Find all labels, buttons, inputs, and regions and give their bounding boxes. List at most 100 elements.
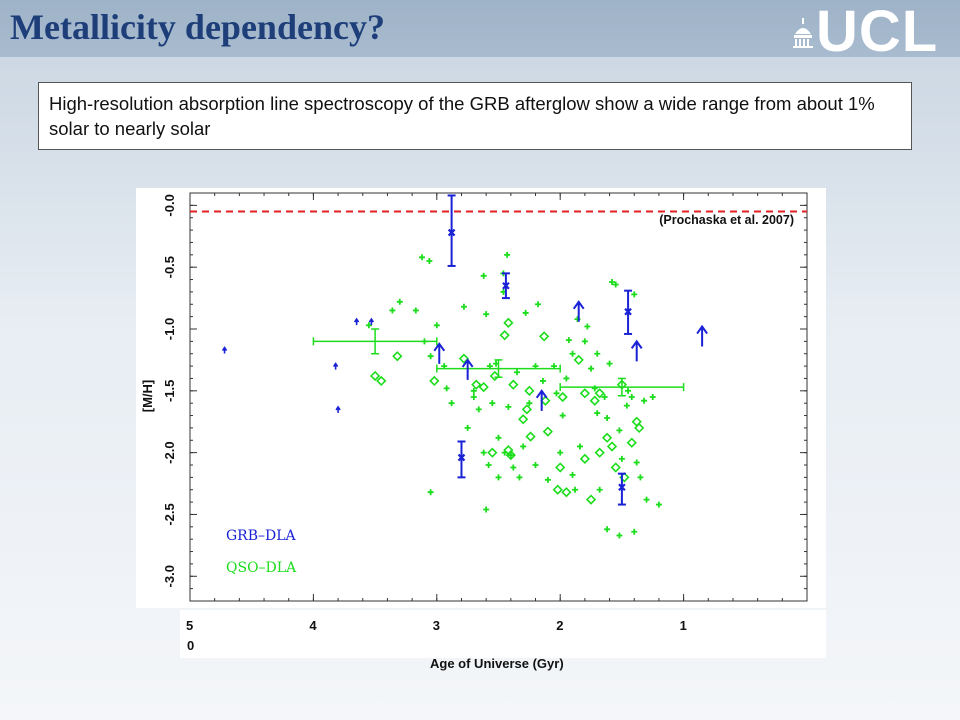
y-axis-label: [M/H] bbox=[140, 380, 155, 413]
grb-dla-point bbox=[624, 307, 632, 316]
qso-dla-point bbox=[576, 443, 583, 450]
y-tick-label: -2.0 bbox=[162, 441, 177, 463]
qso-dla-point bbox=[604, 526, 611, 533]
qso-dla-point bbox=[569, 471, 576, 478]
qso-dla-point bbox=[526, 400, 533, 407]
qso-dla-diamond bbox=[524, 385, 535, 396]
qso-dla-point bbox=[551, 363, 558, 370]
y-tick-label: -1.5 bbox=[162, 380, 177, 402]
qso-dla-point bbox=[493, 360, 500, 367]
qso-dla-point bbox=[557, 449, 564, 456]
qso-dla-point bbox=[483, 311, 490, 318]
grb-dla-lower-limit-arrow bbox=[335, 405, 341, 413]
citation-annotation: (Prochaska et al. 2007) bbox=[659, 213, 794, 227]
grb-dla-point bbox=[618, 483, 626, 492]
qso-dla-diamond bbox=[489, 370, 500, 382]
qso-dla-point bbox=[643, 496, 650, 503]
grb-dla-lower-limit-arrow bbox=[332, 362, 339, 370]
qso-dla-point bbox=[495, 474, 502, 481]
qso-dla-point bbox=[460, 303, 467, 310]
qso-dla-point bbox=[596, 486, 603, 493]
qso-dla-point bbox=[609, 279, 616, 286]
qso-dla-point bbox=[522, 309, 529, 316]
x-tick-sublabel: 0 bbox=[187, 638, 195, 653]
qso-dla-diamond bbox=[552, 484, 563, 495]
qso-dla-point bbox=[534, 301, 541, 308]
qso-dla-point bbox=[637, 474, 644, 481]
qso-dla-diamond bbox=[369, 370, 381, 382]
x-tick-label: 2 bbox=[556, 618, 564, 633]
logo-text: UCL bbox=[816, 0, 939, 64]
qso-dla-point bbox=[612, 281, 619, 288]
qso-dla-diamond bbox=[626, 437, 637, 448]
qso-dla-point bbox=[539, 377, 546, 384]
qso-dla-point bbox=[365, 322, 372, 329]
x-tick-label: 1 bbox=[679, 618, 687, 633]
qso-dla-point bbox=[616, 427, 623, 434]
qso-dla-point bbox=[588, 365, 595, 372]
grb-dla-point bbox=[457, 453, 466, 462]
qso-dla-point bbox=[618, 455, 625, 462]
qso-dla-point bbox=[633, 459, 640, 466]
qso-dla-diamond bbox=[555, 462, 566, 473]
x-tick-label: 3 bbox=[432, 618, 441, 633]
qso-dla-diamond bbox=[458, 353, 470, 364]
qso-dla-point bbox=[470, 394, 477, 400]
scatter-plot: -0.0 -0.5 -1.0 -1.5 -2.0 -2.5 -3.0 [M/H] (Procha… bbox=[140, 192, 808, 602]
qso-dla-point bbox=[448, 400, 455, 407]
y-tick-label: -0.0 bbox=[162, 194, 177, 216]
qso-dla-point bbox=[433, 322, 440, 329]
qso-dla-diamond bbox=[376, 375, 387, 387]
qso-dla-point bbox=[623, 402, 630, 409]
qso-dla-point bbox=[464, 424, 471, 431]
qso-dla-point bbox=[475, 406, 482, 413]
qso-dla-point bbox=[594, 410, 601, 417]
qso-dla-point bbox=[572, 486, 579, 493]
qso-dla-diamond bbox=[606, 441, 618, 452]
qso-dla-point bbox=[606, 360, 613, 367]
qso-dla-point bbox=[495, 434, 502, 441]
qso-dla-point bbox=[485, 462, 492, 468]
qso-dla-point bbox=[489, 400, 496, 407]
y-tick-label: -0.5 bbox=[162, 256, 177, 278]
qso-dla-diamond bbox=[508, 379, 519, 390]
qso-dla-diamond bbox=[579, 388, 591, 399]
qso-dla-point bbox=[584, 323, 591, 330]
qso-dla-point bbox=[631, 291, 638, 298]
qso-dla-point bbox=[427, 489, 434, 496]
grb-dla-point bbox=[502, 281, 510, 290]
plot-frame bbox=[189, 192, 808, 602]
qso-dla-diamond bbox=[542, 426, 553, 437]
grb-dla-lower-limit-arrow bbox=[221, 346, 228, 354]
title-bar: Metallicity dependency? UCL bbox=[0, 0, 960, 64]
qso-dla-point bbox=[594, 350, 601, 357]
grb-dla-lower-limit-arrow bbox=[535, 389, 548, 411]
grb-dla-lower-limit-arrow bbox=[630, 339, 643, 362]
qso-dla-diamond bbox=[471, 379, 482, 390]
qso-dla-diamond bbox=[525, 431, 536, 442]
qso-dla-point bbox=[389, 307, 396, 314]
qso-dla-point bbox=[427, 353, 434, 360]
qso-dla-diamond bbox=[487, 447, 498, 458]
grb-dla-lower-limit-arrow bbox=[461, 358, 474, 380]
qso-dla-point bbox=[544, 476, 551, 483]
qso-dla-point bbox=[516, 474, 523, 481]
qso-dla-diamond bbox=[601, 432, 613, 443]
x-tick-panel: 5 4 3 2 1 0 bbox=[180, 610, 826, 658]
grb-dla-lower-limit-arrow bbox=[696, 324, 708, 347]
qso-dla-diamond bbox=[521, 404, 533, 415]
qso-dla-diamond bbox=[503, 317, 514, 328]
qso-dla-diamond bbox=[540, 395, 551, 406]
x-tick-label: 4 bbox=[309, 618, 317, 633]
qso-dla-point bbox=[520, 443, 527, 450]
qso-dla-diamond bbox=[585, 494, 597, 505]
qso-dla-diamond bbox=[539, 331, 550, 342]
grb-dla-lower-limit-arrow bbox=[353, 317, 360, 326]
qso-dla-diamond bbox=[561, 487, 572, 498]
qso-dla-point bbox=[514, 369, 521, 376]
qso-dla-point bbox=[510, 464, 517, 471]
qso-dla-diamond bbox=[478, 381, 489, 393]
qso-dla-point bbox=[641, 397, 648, 404]
slide-title: Metallicity dependency? bbox=[10, 7, 385, 47]
qso-dla-diamond bbox=[499, 330, 510, 341]
